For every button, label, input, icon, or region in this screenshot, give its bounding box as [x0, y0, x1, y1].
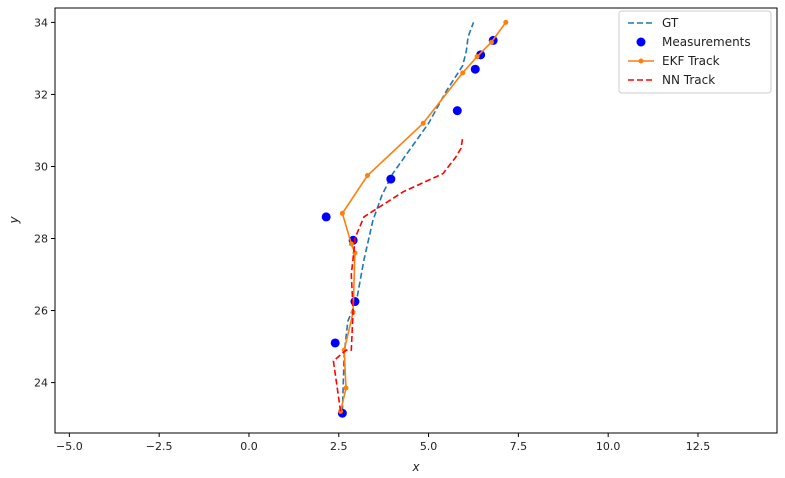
y-axis-label: y	[7, 216, 21, 225]
x-tick-label: −2.5	[146, 440, 173, 453]
y-tick-label: 26	[34, 305, 48, 318]
y-axis: 24 26 28 30 32 34	[34, 16, 55, 390]
legend-label: Measurements	[662, 35, 751, 49]
series-point-measurements	[321, 212, 331, 222]
series-point-measurements	[330, 338, 340, 348]
series-point-ekf-track	[348, 241, 354, 247]
series-point-measurements	[452, 106, 462, 116]
series-point-ekf-track	[503, 19, 509, 25]
plot-area-frame	[54, 7, 778, 434]
series-line-gt	[341, 22, 475, 412]
y-tick-label: 28	[34, 233, 48, 246]
legend-label: GT	[662, 16, 679, 30]
x-tick-label: 7.5	[510, 440, 528, 453]
y-tick-label: 30	[34, 160, 48, 173]
series-point-measurements	[350, 297, 360, 307]
series-point-ekf-track	[474, 54, 480, 60]
x-tick-label: −5.0	[56, 440, 83, 453]
legend-swatch-marker	[638, 58, 644, 64]
series-ekf-track	[338, 19, 509, 414]
series-measurements	[321, 35, 498, 418]
legend-swatch	[636, 37, 646, 47]
legend-item-gt: GT	[628, 16, 679, 30]
y-tick-label: 24	[34, 377, 48, 390]
series-point-ekf-track	[488, 39, 494, 45]
legend-item-ekf-track: EKF Track	[628, 54, 720, 68]
legend-box	[618, 10, 772, 94]
x-tick-label: 0.0	[240, 440, 258, 453]
legend-item-measurements: Measurements	[636, 35, 751, 49]
series-point-ekf-track	[460, 70, 466, 76]
series-point-ekf-track	[365, 172, 371, 178]
series-point-ekf-track	[339, 210, 345, 216]
x-tick-label: 2.5	[330, 440, 348, 453]
series-nn-track	[332, 137, 464, 412]
legend-item-nn-track: NN Track	[628, 73, 715, 87]
legend-label: EKF Track	[662, 54, 720, 68]
series-point-measurements	[386, 174, 396, 184]
x-tick-label: 5.0	[420, 440, 438, 453]
x-tick-label: 12.5	[686, 440, 711, 453]
series-point-ekf-track	[420, 120, 426, 126]
x-axis-label: x	[411, 460, 420, 474]
x-axis: −5.0 −2.5 0.0 2.5 5.0 7.5 10.0 12.5	[56, 433, 710, 453]
series-point-ekf-track	[343, 385, 349, 391]
x-tick-label: 10.0	[596, 440, 621, 453]
y-tick-label: 34	[34, 16, 48, 29]
y-tick-label: 32	[34, 88, 48, 101]
series-point-measurements	[470, 64, 480, 74]
legend: GT Measurements EKF Track NN Track	[618, 10, 772, 94]
legend-label: NN Track	[662, 73, 715, 87]
series-gt	[341, 22, 475, 412]
series-line-nn-track	[332, 137, 464, 412]
